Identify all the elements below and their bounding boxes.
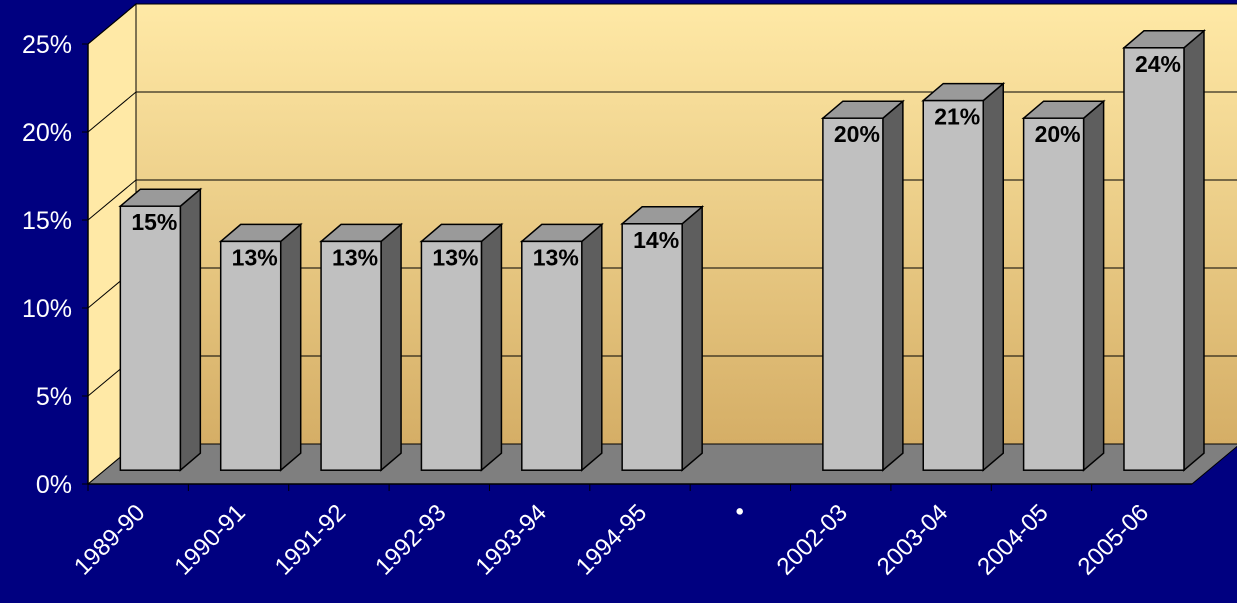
data-label: 15% <box>131 209 177 235</box>
bar-front <box>119 205 182 471</box>
bar-front <box>922 99 985 471</box>
bar-front <box>521 240 583 471</box>
data-label: 20% <box>1035 121 1081 147</box>
x-tick-label: 1989-90 <box>69 499 150 580</box>
bar-side <box>882 99 904 472</box>
data-label: 20% <box>834 121 880 147</box>
bar-2002-03 <box>820 99 905 472</box>
bar-front <box>320 240 382 471</box>
bar-front <box>822 117 884 471</box>
data-label: 13% <box>232 244 278 270</box>
x-tick-label: 1992-93 <box>370 499 451 580</box>
bar-side <box>179 187 202 472</box>
bar-1994-95 <box>620 205 705 472</box>
y-tick-label: 0% <box>36 471 72 499</box>
y-tick-label: 10% <box>22 295 72 323</box>
y-tick-label: 15% <box>22 207 72 235</box>
bar-side <box>1082 99 1105 472</box>
bar-1990-91 <box>218 222 303 472</box>
gridline-diagonal <box>87 179 137 221</box>
y-tick-label: 20% <box>22 119 72 147</box>
data-label: 14% <box>633 227 679 253</box>
x-tick-label: 1991-92 <box>270 499 351 580</box>
bar-side <box>681 205 703 472</box>
bar-front <box>219 240 282 471</box>
x-tick-label: 1993-94 <box>471 499 552 580</box>
gridline-diagonal <box>87 3 137 45</box>
data-label: 13% <box>432 244 478 270</box>
bar-2004-05 <box>1021 99 1106 472</box>
x-tick-label: 1990-91 <box>169 499 250 580</box>
bar-side <box>581 222 603 472</box>
bar-side <box>982 81 1005 472</box>
data-label: 13% <box>332 244 378 270</box>
x-tick-label: • <box>728 499 753 524</box>
x-tick-label: 2002-03 <box>772 499 853 580</box>
bar-2005-06 <box>1121 29 1207 472</box>
y-tick-label: 25% <box>22 31 72 59</box>
data-label: 24% <box>1135 51 1181 77</box>
bar-side <box>480 222 503 472</box>
bar-front <box>621 223 683 471</box>
bar-side <box>1183 29 1205 472</box>
x-tick-label: 2005-06 <box>1073 499 1154 580</box>
bar-2003-04 <box>921 81 1006 472</box>
x-tick-label: 1994-95 <box>571 499 652 580</box>
x-tick-label: 2003-04 <box>872 499 953 580</box>
bar-front <box>1022 117 1085 471</box>
bar-front <box>420 240 483 471</box>
data-label: 21% <box>934 104 980 130</box>
bar-1989-90 <box>118 187 203 472</box>
bar-front <box>1123 47 1185 471</box>
bar-1992-93 <box>419 222 504 472</box>
bar-side <box>279 222 302 472</box>
data-label: 13% <box>533 244 579 270</box>
bar-1993-94 <box>519 222 604 472</box>
y-tick-label: 5% <box>36 383 72 411</box>
bar-side <box>380 222 402 472</box>
gridline-diagonal <box>87 91 137 133</box>
bar-1991-92 <box>319 222 404 472</box>
x-tick-label: 2004-05 <box>972 499 1053 580</box>
